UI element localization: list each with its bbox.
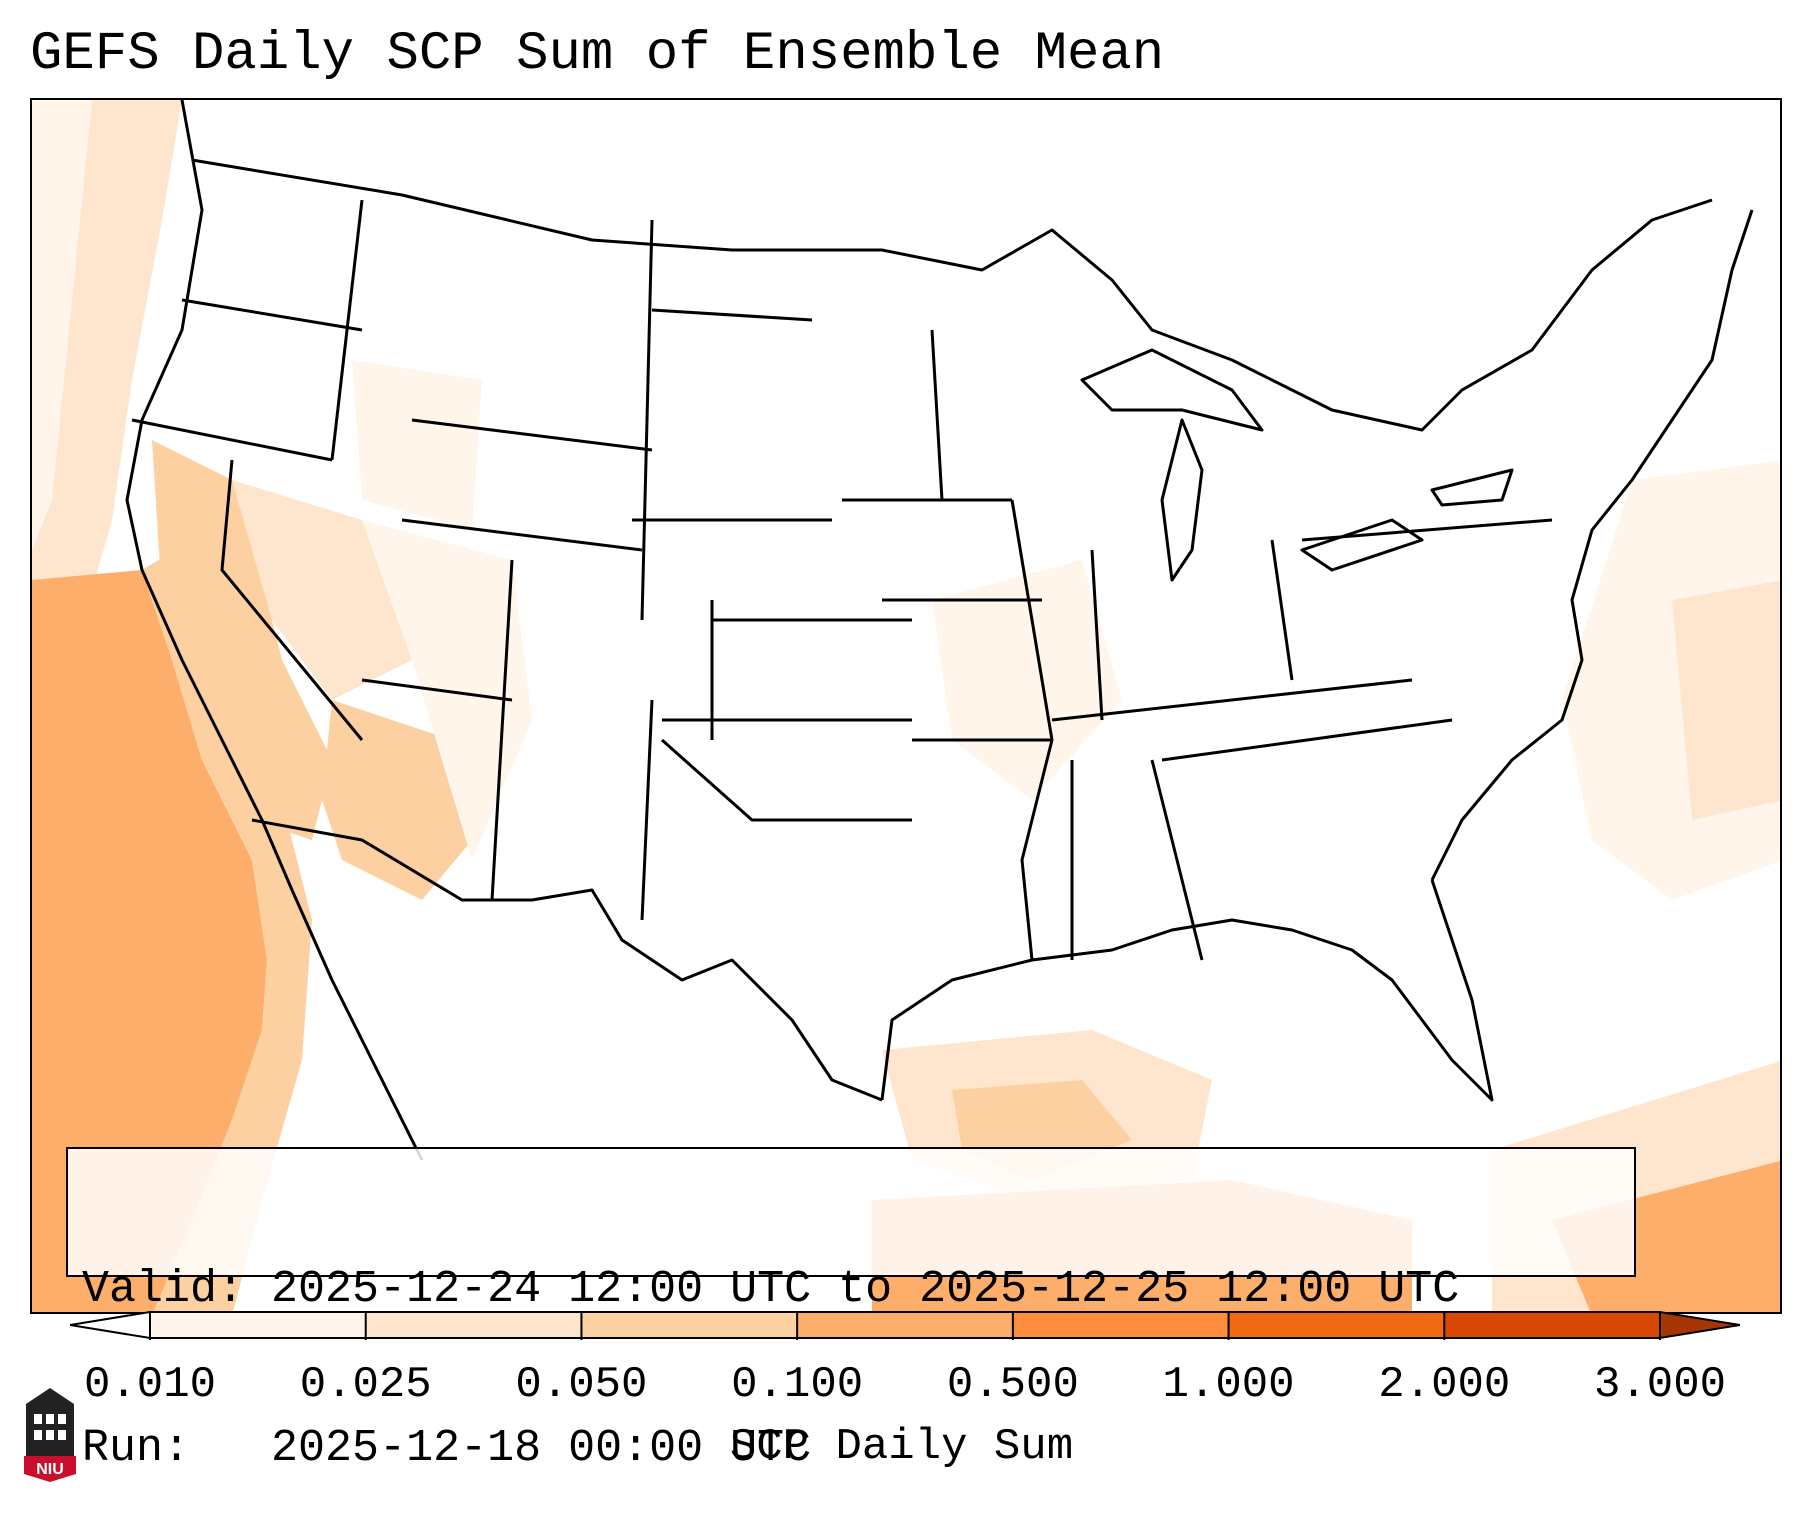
state-line-ok-tx	[661, 738, 912, 822]
state-line-ut-az	[361, 678, 513, 702]
lake-michigan	[1160, 418, 1204, 582]
shading-great-basin	[232, 480, 412, 700]
colorbar-tick-label: 0.100	[731, 1360, 864, 1410]
state-line-wa-or	[181, 298, 363, 332]
colorbar-tick-label: 0.050	[515, 1360, 648, 1410]
state-line-al-ga	[1150, 759, 1204, 961]
colorbar-segment	[1012, 1312, 1230, 1338]
colorbar-label: SCP Daily Sum	[729, 1422, 1074, 1472]
lake-erie	[1300, 518, 1424, 572]
shading-pacific-nw-inner	[32, 100, 92, 550]
shading-eastern-pacific	[32, 570, 267, 1312]
valid-label: Valid:	[82, 1264, 245, 1315]
colorbar-segment	[581, 1312, 798, 1338]
colorbar-segment	[150, 1312, 367, 1338]
shading-idaho	[352, 360, 482, 530]
shading-atlantic-inner	[1672, 580, 1780, 820]
state-line-mt-wy	[411, 418, 653, 452]
state-line-nv-ca	[220, 459, 364, 741]
state-line-tn-ky	[1051, 678, 1413, 722]
niu-logo: NIU	[24, 1388, 76, 1482]
colorbar-tick-label: 0.500	[946, 1360, 1079, 1410]
map-title: GEFS Daily SCP Sum of Ensemble Mean	[30, 24, 1165, 85]
state-line-nd-sd	[651, 308, 813, 322]
colorbar-tick-label: 0.025	[299, 1360, 432, 1410]
state-line-or-ca	[131, 418, 333, 462]
state-boundaries	[125, 100, 1754, 1161]
shading-arizona	[322, 700, 472, 900]
gulf-coastline	[880, 879, 1494, 1102]
state-line-nc-sc	[1161, 718, 1453, 762]
state-line-il-in	[1090, 549, 1104, 721]
colorbar-segment	[365, 1312, 582, 1338]
colorbar-segment	[1444, 1312, 1661, 1338]
scp-shading	[32, 100, 1780, 1312]
shading-pacific-edge	[142, 540, 312, 1312]
run-value: 2025-12-18 00:00 UTC	[271, 1423, 812, 1474]
state-line-co-nm	[490, 559, 514, 901]
colorbar-tick-label: 3.000	[1593, 1360, 1727, 1410]
colorbar-tick-label: 1.000	[1162, 1360, 1295, 1410]
state-line-wy-co	[401, 518, 643, 552]
state-line-id-mt	[330, 199, 364, 461]
state-line-mn-wi	[930, 329, 944, 501]
colorbar-tick-label: 2.000	[1378, 1360, 1511, 1410]
lake-ontario	[1430, 468, 1514, 507]
state-line-dakotas-west	[640, 219, 654, 621]
valid-value: 2025-12-24 12:00 UTC to 2025-12-25 12:00…	[271, 1264, 1460, 1315]
shading-california	[152, 440, 332, 840]
us-mexico-border	[251, 818, 883, 1102]
west-coastline	[125, 100, 424, 1161]
map-canvas	[32, 100, 1780, 1312]
logo-text: NIU	[36, 1461, 64, 1478]
valid-run-box: Valid: 2025-12-24 12:00 UTC to 2025-12-2…	[66, 1147, 1636, 1474]
run-label: Run:	[82, 1423, 191, 1474]
valid-row: Valid: 2025-12-24 12:00 UTC to 2025-12-2…	[82, 1263, 1620, 1316]
us-canada-border	[191, 158, 1713, 432]
colorbar-tick-label: 0.010	[83, 1360, 217, 1410]
map-panel	[30, 98, 1782, 1314]
colorbar-segment	[1228, 1312, 1445, 1338]
colorbar-segment	[797, 1312, 1014, 1338]
lake-superior	[1080, 348, 1264, 432]
colorbar-under-arrow	[70, 1310, 151, 1340]
run-row: Run: 2025-12-18 00:00 UTC	[82, 1422, 1620, 1475]
state-line-oh-pa	[1270, 539, 1294, 681]
colorbar-over-arrow	[1659, 1310, 1740, 1340]
state-line-nm-tx	[640, 699, 654, 921]
colorbar	[70, 1310, 1740, 1340]
state-line-mississippi	[1010, 499, 1054, 961]
east-coastline	[1430, 209, 1754, 881]
